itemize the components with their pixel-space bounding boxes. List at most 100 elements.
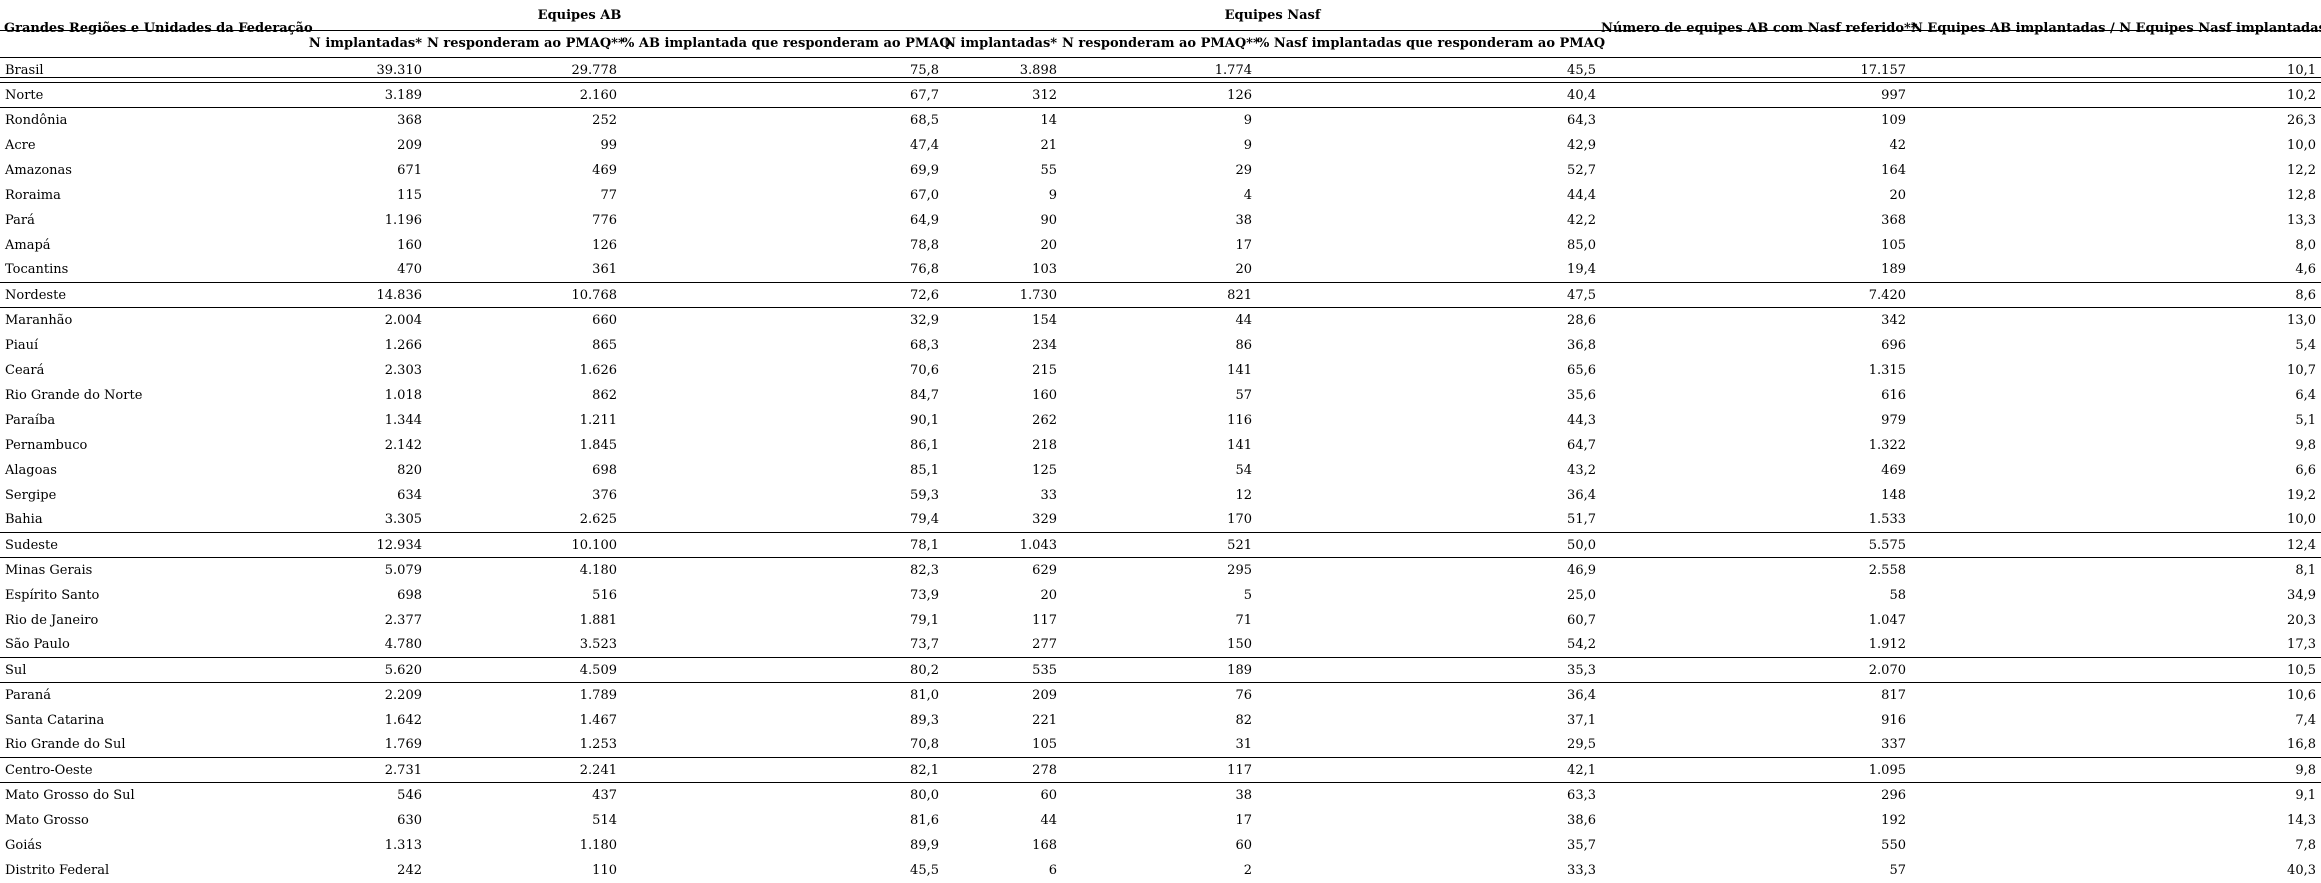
value-cell: 35,3	[1257, 657, 1601, 683]
value-cell: 19,4	[1567, 262, 1596, 278]
region-name-cell: Sergipe	[5, 487, 57, 503]
value-cell: 2.209	[384, 687, 422, 703]
table-row: Sudeste 12.934 10.100 78,1 1.043 521 50,0 5.575…	[0, 532, 2321, 558]
value-cell: 69,9	[910, 162, 939, 178]
value-cell: 1.912	[1868, 637, 1906, 653]
value-cell: 1.095	[1601, 757, 1911, 783]
value-cell: 1.769	[384, 737, 422, 753]
value-cell: 90	[1040, 212, 1057, 228]
value-cell: 43,2	[1567, 462, 1596, 478]
table-row: Amapá 160 126 78,8 20 17 85,0 105 8,0	[0, 233, 2321, 258]
table-row: Pernambuco 2.142 1.845 86,1 218 141 64,7 1.322 9…	[0, 433, 2321, 458]
table-row: Paraíba 1.344 1.211 90,1 262 116 44,3 979 5,1	[0, 408, 2321, 433]
value-cell: 9	[1048, 187, 1057, 203]
value-cell: 150	[1227, 637, 1252, 653]
value-cell: 7,8	[2295, 837, 2316, 853]
value-cell: 1.626	[579, 362, 617, 378]
table-row: Minas Gerais 5.079 4.180 82,3 629 295 46,9 2.55…	[0, 558, 2321, 583]
region-name-cell: Rio Grande do Norte	[5, 387, 143, 403]
value-cell: 5,4	[2295, 337, 2316, 353]
value-cell: 5	[1243, 587, 1252, 603]
value-cell: 99	[600, 137, 617, 153]
column-header-ab-n-responderam: N responderam ao PMAQ**	[427, 30, 625, 58]
table-row: Distrito Federal 242 110 45,5 6 2 33,3 57 40,3	[0, 858, 2321, 883]
value-cell: 4	[1243, 187, 1252, 203]
table-row: Rondônia 368 252 68,5 14 9 64,3 109 26,3	[0, 108, 2321, 133]
value-cell: 160	[1032, 387, 1057, 403]
value-cell: 20,3	[2287, 612, 2316, 628]
table-body: Brasil 39.310 29.778 75,8 3.898 1.774 45,5 17.1…	[0, 57, 2321, 883]
value-cell: 521	[1062, 532, 1257, 558]
value-cell: 126	[592, 237, 617, 253]
column-header-ab-n-implantadas: N implantadas*	[215, 30, 427, 58]
value-cell: 3.523	[579, 637, 617, 653]
table-row: Piauí 1.266 865 68,3 234 86 36,8 696 5,4	[0, 333, 2321, 358]
value-cell: 35,7	[1567, 837, 1596, 853]
value-cell: 12,2	[2287, 162, 2316, 178]
value-cell: 82	[1235, 712, 1252, 728]
value-cell: 72,6	[622, 282, 944, 308]
group-header-equipes-nasf: Equipes Nasf	[1224, 7, 1321, 23]
table-row: Mato Grosso 630 514 81,6 44 17 38,6 192 14,3	[0, 808, 2321, 833]
value-cell: 4.780	[384, 637, 422, 653]
value-cell: 29.778	[427, 57, 622, 83]
value-cell: 17	[1235, 237, 1252, 253]
table-row: Santa Catarina 1.642 1.467 89,3 221 82 37,1 916…	[0, 708, 2321, 733]
value-cell: 17,3	[2287, 637, 2316, 653]
value-cell: 4,6	[2295, 262, 2316, 278]
value-cell: 44	[1040, 812, 1057, 828]
value-cell: 16,8	[2287, 737, 2316, 753]
table-row: Goiás 1.313 1.180 89,9 168 60 35,7 550 7,8	[0, 833, 2321, 858]
region-name-cell: São Paulo	[5, 637, 70, 653]
value-cell: 64,9	[910, 212, 939, 228]
value-cell: 89,3	[910, 712, 939, 728]
header-row-subcolumns: N implantadas* N responderam ao PMAQ** %…	[0, 30, 2321, 58]
region-name-cell: Sudeste	[0, 532, 215, 558]
value-cell: 1.344	[384, 412, 422, 428]
value-cell: 616	[1881, 387, 1906, 403]
value-cell: 70,8	[910, 737, 939, 753]
region-name-cell: Rio Grande do Sul	[5, 737, 126, 753]
region-name-cell: Amapá	[5, 237, 51, 253]
value-cell: 862	[592, 387, 617, 403]
value-cell: 6	[1048, 862, 1057, 878]
value-cell: 8,6	[1911, 282, 2321, 308]
value-cell: 209	[1032, 687, 1057, 703]
value-cell: 52,7	[1567, 162, 1596, 178]
value-cell: 70,6	[910, 362, 939, 378]
value-cell: 60,7	[1567, 612, 1596, 628]
region-name-cell: Paraíba	[5, 412, 56, 428]
value-cell: 1.845	[579, 437, 617, 453]
value-cell: 12,4	[1911, 532, 2321, 558]
table-row: Rio de Janeiro 2.377 1.881 79,1 117 71 60,7 1.0…	[0, 608, 2321, 633]
value-cell: 979	[1881, 412, 1906, 428]
table-row: Rio Grande do Norte 1.018 862 84,7 160 57 35,6…	[0, 383, 2321, 408]
value-cell: 14,3	[2287, 812, 2316, 828]
value-cell: 76	[1235, 687, 1252, 703]
value-cell: 1.047	[1868, 612, 1906, 628]
value-cell: 8,0	[2295, 237, 2316, 253]
value-cell: 63,3	[1567, 787, 1596, 803]
region-name-cell: Roraima	[5, 187, 61, 203]
value-cell: 4.509	[427, 657, 622, 683]
value-cell: 1.313	[384, 837, 422, 853]
value-cell: 10,0	[2287, 512, 2316, 528]
value-cell: 1.774	[1062, 57, 1257, 83]
value-cell: 12	[1235, 487, 1252, 503]
value-cell: 80,2	[622, 657, 944, 683]
value-cell: 59,3	[910, 487, 939, 503]
group-header-equipes-ab: Equipes AB	[537, 7, 622, 23]
column-header-ab-pct-responderam: % AB implantada que responderam ao PMAQ	[622, 30, 951, 58]
value-cell: 12.934	[215, 532, 427, 558]
region-name-cell: Alagoas	[5, 462, 57, 478]
value-cell: 126	[1062, 82, 1257, 108]
value-cell: 252	[592, 112, 617, 128]
table-row: Paraná 2.209 1.789 81,0 209 76 36,4 817 10,6	[0, 683, 2321, 708]
value-cell: 2.303	[384, 362, 422, 378]
value-cell: 10.100	[427, 532, 622, 558]
value-cell: 31	[1235, 737, 1252, 753]
value-cell: 42,1	[1257, 757, 1601, 783]
header-row-groups: Grandes Regiões e Unidades da Federação …	[0, 0, 2321, 58]
value-cell: 820	[397, 462, 422, 478]
value-cell: 3.898	[944, 57, 1062, 83]
